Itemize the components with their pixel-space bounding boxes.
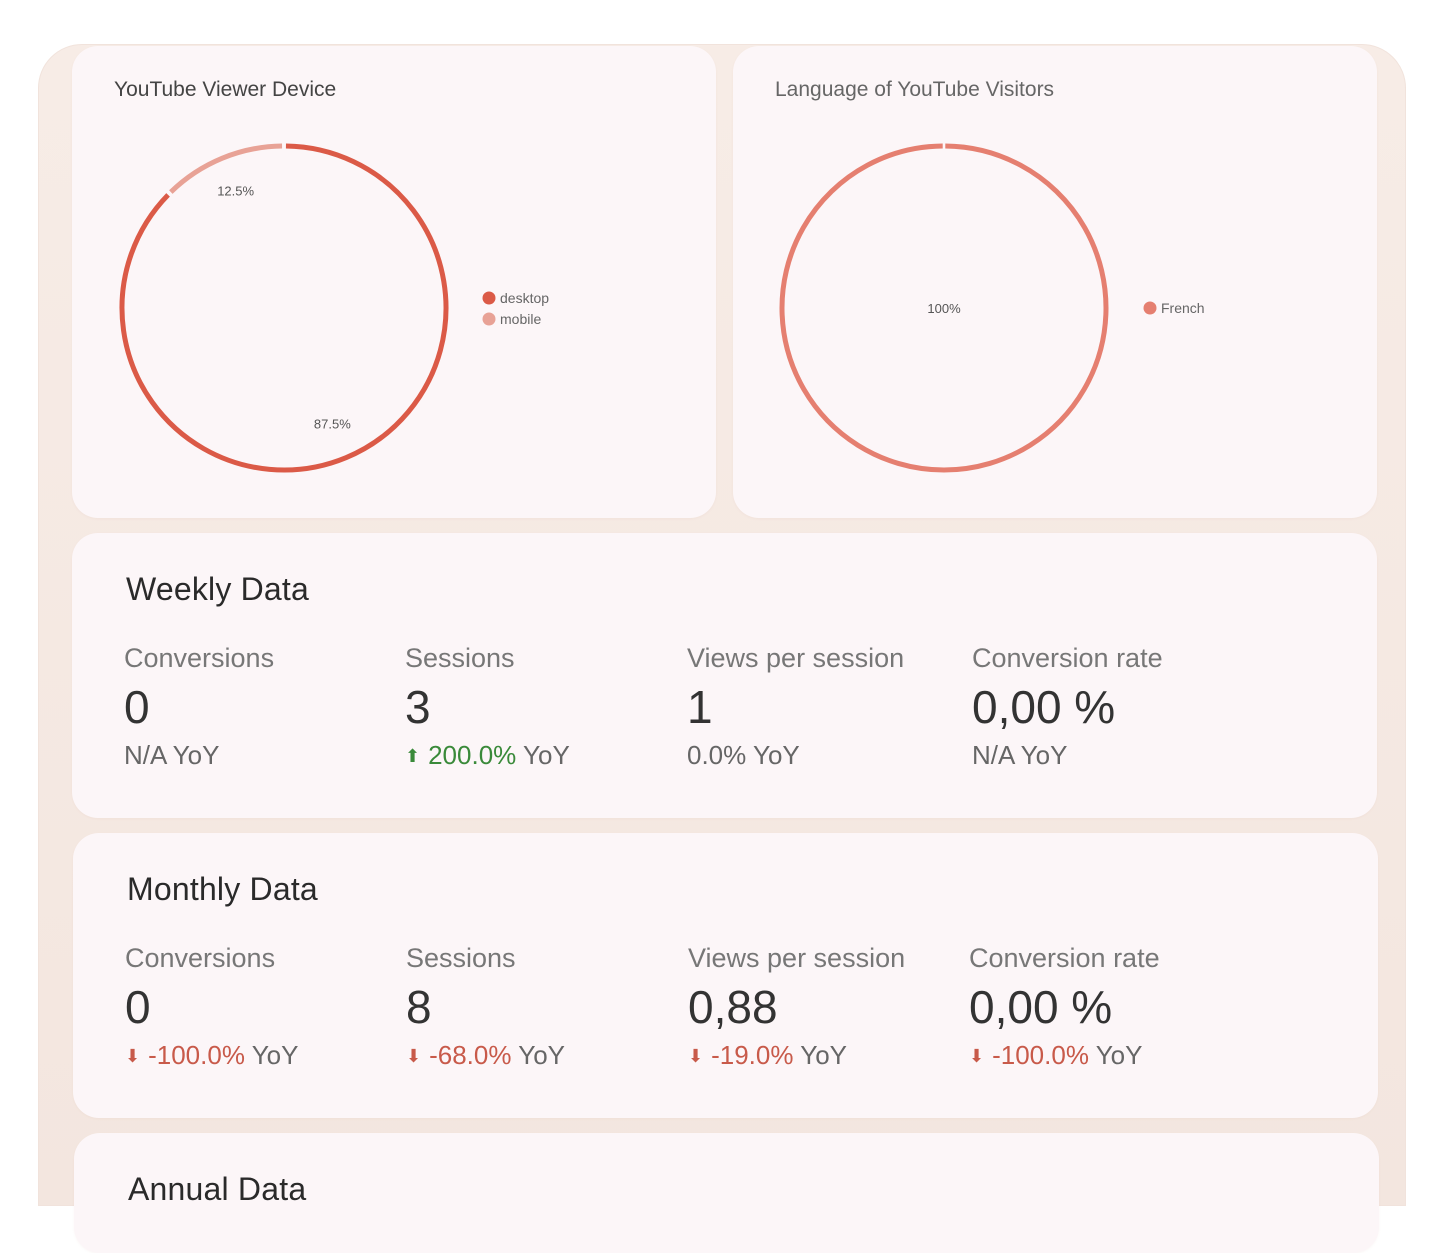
yoy-change: -100.0% [148,1040,245,1070]
yoy-suffix: YoY [793,1040,847,1070]
metric-value: 3 [405,681,431,733]
yoy-change: -68.0% [429,1040,512,1070]
metric-label: Conversion rate [972,643,1163,673]
metric-conversions: Conversions 0 ⬇ -100.0% YoY [125,943,298,1071]
slice-label: 100% [927,301,961,316]
donut-slice[interactable] [119,143,449,473]
yoy-change: -19.0% [711,1040,794,1070]
annual-data-card: Annual Data [74,1133,1379,1253]
device-donut-chart: 87.5% 12.5% desktop mobile [119,143,549,473]
metric-yoy: ⬇ -68.0% YoY [406,1040,565,1071]
metric-value: 0,00 % [969,981,1113,1033]
section-title: Weekly Data [126,571,310,607]
metric-views-per-session: Views per session 0,88 ⬇ -19.0% YoY [688,943,905,1071]
metric-sessions: Sessions 8 ⬇ -68.0% YoY [406,943,565,1071]
arrow-down-icon: ⬇ [125,1046,141,1066]
metric-yoy: ⬇ -100.0% YoY [969,1040,1160,1071]
language-chart-card: Language of YouTube Visitors 100% French [733,46,1377,518]
yoy-text: 0.0% YoY [687,740,800,770]
metric-conversion-rate: Conversion rate 0,00 % ⬇ -100.0% YoY [969,943,1160,1071]
legend-swatch [1143,301,1157,315]
metric-yoy: ⬆ 200.0% YoY [405,740,570,771]
yoy-suffix: YoY [244,1040,299,1070]
metric-label: Views per session [687,643,905,673]
metric-views-per-session: Views per session 1 0.0% YoY [687,643,904,771]
donut-slice[interactable] [779,143,1109,473]
legend-swatch [482,312,496,326]
metric-label: Conversions [124,643,275,673]
arrow-down-icon: ⬇ [688,1046,704,1066]
metric-label: Conversions [125,943,276,973]
language-donut-chart: 100% French [779,143,1205,473]
yoy-suffix: YoY [516,740,570,770]
donut-slice[interactable] [169,143,283,194]
yoy-change: -100.0% [992,1040,1089,1070]
metric-yoy: 0.0% YoY [687,740,904,771]
monthly-data-card: Monthly Data Conversions 0 ⬇ -100.0% YoY … [73,833,1378,1118]
weekly-data-card: Weekly Data Conversions 0 N/A YoY Sessio… [72,533,1377,818]
yoy-suffix: YoY [1088,1040,1143,1070]
arrow-down-icon: ⬇ [406,1046,422,1066]
metric-conversions: Conversions 0 N/A YoY [124,643,274,771]
arrow-up-icon: ⬆ [405,746,421,766]
metric-yoy: N/A YoY [124,740,274,771]
legend-label[interactable]: mobile [500,311,541,327]
legend-label[interactable]: desktop [500,290,549,306]
metric-value: 0 [124,681,150,733]
section-title: Monthly Data [127,871,318,907]
section-title: Annual Data [128,1171,307,1207]
metric-label: Sessions [406,943,516,973]
metric-value: 8 [406,981,432,1033]
metric-yoy: ⬇ -19.0% YoY [688,1040,905,1071]
metric-yoy: ⬇ -100.0% YoY [125,1040,298,1071]
metric-value: 0,88 [688,981,778,1033]
metric-value: 1 [687,681,713,733]
metric-label: Views per session [688,943,906,973]
slice-label: 87.5% [314,417,351,432]
yoy-change: 200.0% [428,740,517,770]
arrow-down-icon: ⬇ [969,1046,985,1066]
legend-swatch [482,291,496,305]
metric-label: Conversion rate [969,943,1160,973]
metric-label: Sessions [405,643,515,673]
yoy-text: N/A YoY [972,740,1068,770]
device-chart-card: YouTube Viewer Device 87.5% 12.5% desktop m… [72,46,716,518]
slice-label: 12.5% [217,183,254,198]
chart-title: YouTube Viewer Device [114,78,337,101]
legend-label[interactable]: French [1161,300,1205,316]
metric-yoy: N/A YoY [972,740,1163,771]
metric-value: 0,00 % [972,681,1116,733]
yoy-text: N/A YoY [124,740,220,770]
metric-sessions: Sessions 3 ⬆ 200.0% YoY [405,643,570,771]
metric-conversion-rate: Conversion rate 0,00 % N/A YoY [972,643,1163,771]
yoy-suffix: YoY [511,1040,565,1070]
metric-value: 0 [125,981,151,1033]
chart-title: Language of YouTube Visitors [775,78,1055,101]
